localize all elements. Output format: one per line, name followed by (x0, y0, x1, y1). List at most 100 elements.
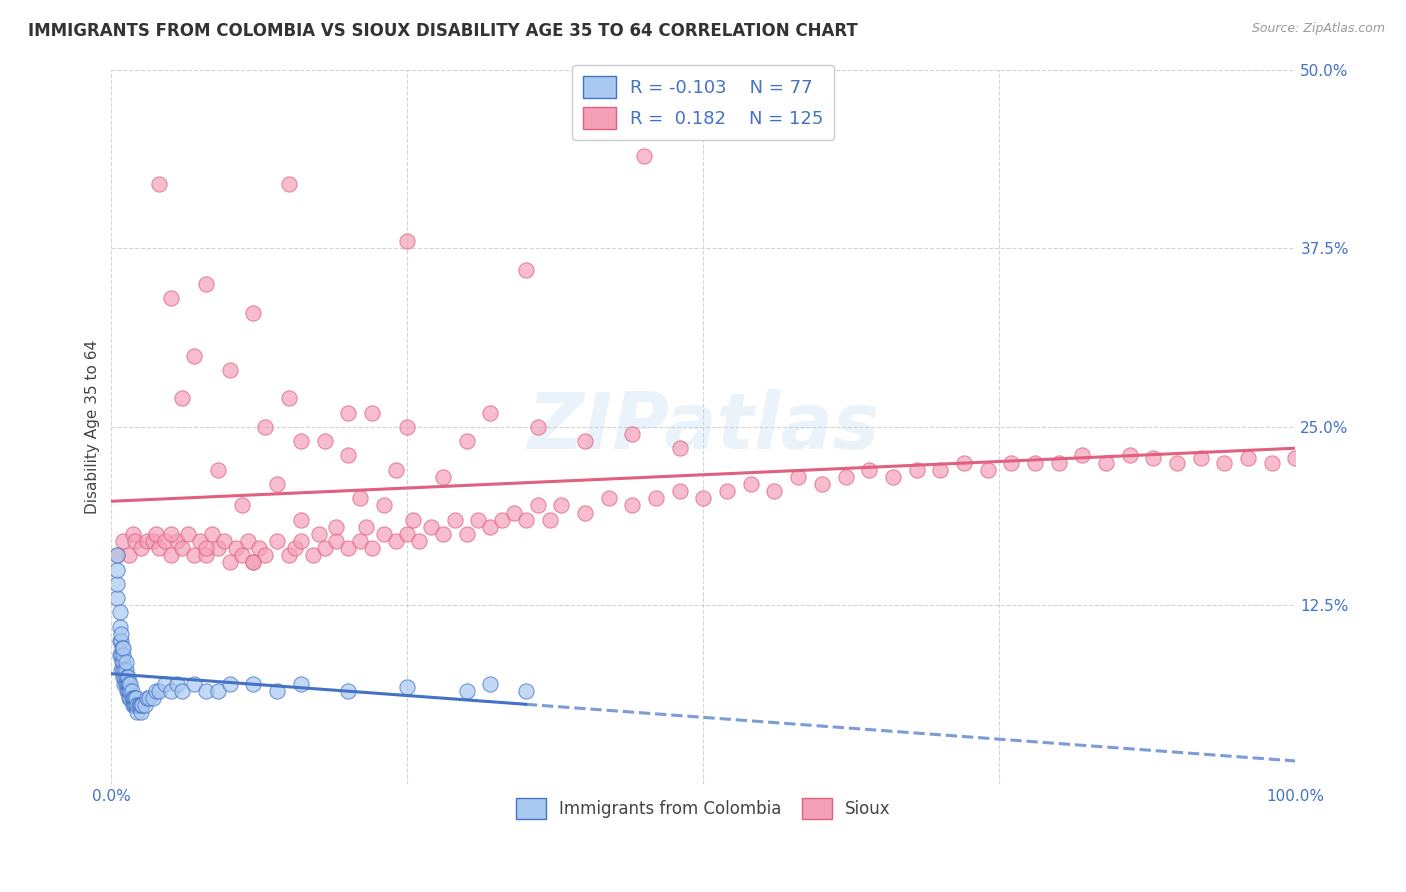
Point (121, 691, 143, 706)
Point (108, 634, 131, 648)
Point (122, 698, 145, 713)
Point (882, 470, 904, 484)
Point (115, 670, 138, 684)
Legend: Immigrants from Colombia, Sioux: Immigrants from Colombia, Sioux (509, 792, 897, 825)
Point (118, 549, 141, 563)
Text: Source: ZipAtlas.com: Source: ZipAtlas.com (1251, 22, 1385, 36)
Point (127, 706, 149, 720)
Point (479, 520, 502, 534)
Point (195, 684, 218, 698)
Point (290, 677, 312, 691)
Point (112, 663, 135, 677)
Point (456, 527, 478, 541)
Point (188, 534, 211, 549)
Point (108, 606, 131, 620)
Point (432, 470, 454, 484)
Point (301, 549, 323, 563)
Point (124, 698, 146, 713)
Point (159, 684, 181, 698)
Point (266, 534, 288, 549)
Point (349, 534, 371, 549)
Point (159, 292, 181, 306)
Point (242, 556, 264, 570)
Point (207, 463, 229, 477)
Point (373, 527, 395, 541)
Point (118, 677, 141, 691)
Point (420, 520, 443, 534)
Point (858, 463, 880, 477)
Point (479, 677, 502, 691)
Point (111, 656, 134, 670)
Point (172, 541, 194, 556)
Point (787, 470, 810, 484)
Point (1118, 449, 1140, 463)
Point (278, 549, 301, 563)
Point (207, 541, 229, 556)
Point (929, 463, 952, 477)
Point (195, 277, 218, 292)
Point (118, 691, 141, 706)
Point (290, 534, 312, 549)
Point (108, 620, 131, 634)
Point (114, 670, 136, 684)
Point (108, 648, 131, 663)
Point (266, 477, 288, 491)
Point (195, 549, 218, 563)
Point (207, 684, 229, 698)
Point (112, 656, 135, 670)
Point (145, 684, 167, 698)
Point (172, 684, 194, 698)
Point (114, 656, 136, 670)
Point (218, 556, 240, 570)
Point (408, 534, 430, 549)
Point (456, 434, 478, 449)
Point (1213, 456, 1236, 470)
Point (114, 677, 136, 691)
Point (1047, 456, 1070, 470)
Point (373, 499, 395, 513)
Point (195, 541, 218, 556)
Point (145, 527, 167, 541)
Point (811, 477, 834, 491)
Point (668, 442, 690, 456)
Point (515, 684, 537, 698)
Point (692, 491, 714, 506)
Point (111, 641, 134, 656)
Point (114, 677, 136, 691)
Point (242, 677, 264, 691)
Point (396, 235, 419, 249)
Point (118, 684, 141, 698)
Point (105, 577, 128, 591)
Point (905, 463, 928, 477)
Point (125, 691, 148, 706)
Point (183, 549, 205, 563)
Point (443, 513, 465, 527)
Point (621, 427, 644, 442)
Point (1142, 451, 1164, 466)
Point (432, 527, 454, 541)
Point (976, 463, 998, 477)
Point (314, 434, 336, 449)
Point (159, 527, 181, 541)
Point (325, 534, 347, 549)
Point (396, 680, 419, 694)
Point (384, 463, 406, 477)
Point (402, 513, 425, 527)
Point (354, 520, 377, 534)
Point (153, 534, 176, 549)
Point (1189, 451, 1212, 466)
Point (124, 534, 146, 549)
Point (183, 349, 205, 363)
Point (110, 648, 132, 663)
Point (456, 684, 478, 698)
Point (142, 534, 165, 549)
Point (121, 527, 143, 541)
Point (396, 420, 419, 434)
Point (120, 691, 142, 706)
Point (266, 684, 288, 698)
Point (763, 484, 786, 499)
Point (148, 178, 170, 192)
Point (183, 677, 205, 691)
Point (117, 684, 139, 698)
Point (166, 677, 188, 691)
